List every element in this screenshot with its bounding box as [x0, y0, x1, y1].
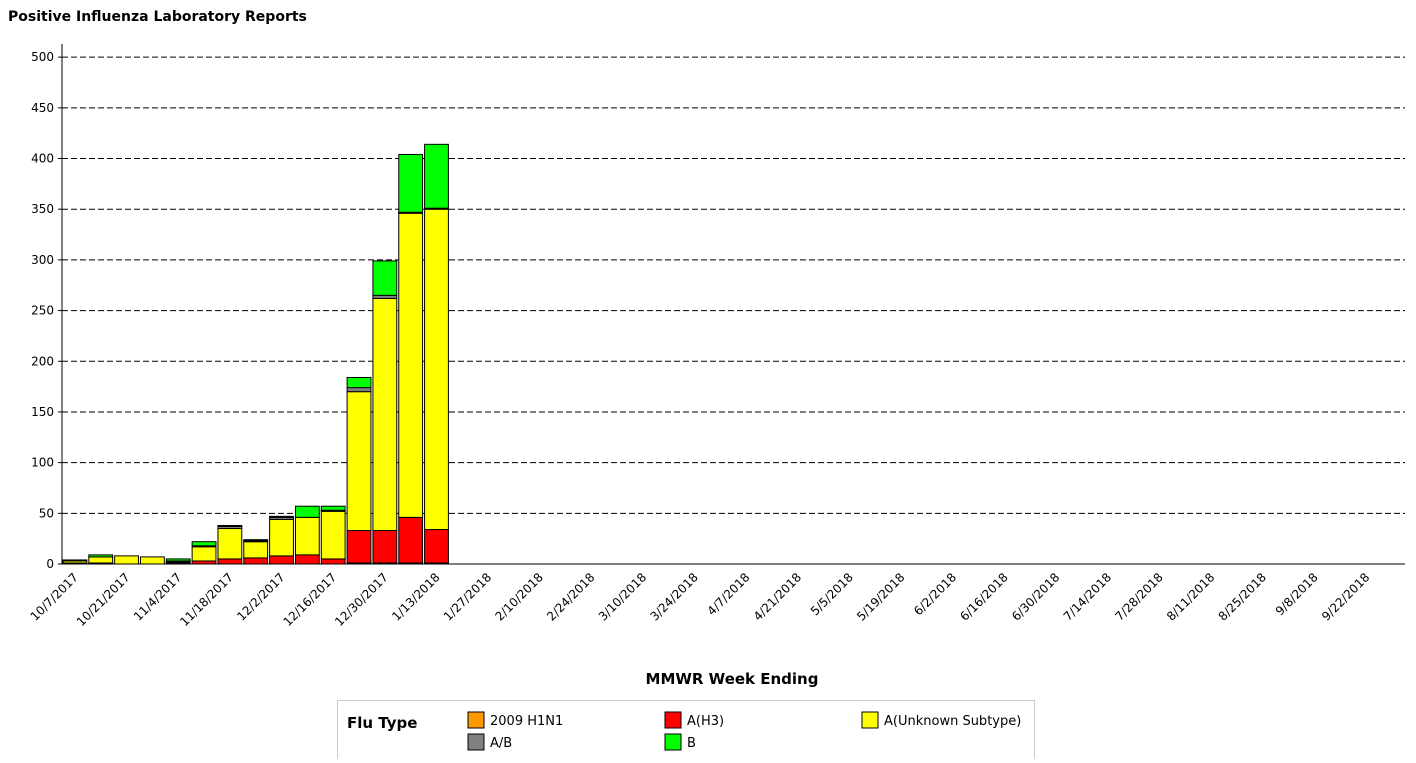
- x-tick-label: 8/11/2018: [1164, 570, 1217, 623]
- x-tick-label: 5/19/2018: [854, 570, 907, 623]
- bar-segment: [243, 557, 269, 565]
- bar-segment: [88, 556, 114, 564]
- legend-swatch: [664, 711, 682, 729]
- bar-segment: [191, 541, 217, 547]
- x-tick-label: 3/10/2018: [596, 570, 649, 623]
- bar-segment: [372, 297, 398, 532]
- y-tick-label: 300: [31, 253, 54, 267]
- x-tick-label: 9/22/2018: [1319, 570, 1372, 623]
- y-tick-label: 150: [31, 405, 54, 419]
- bar-segment: [346, 391, 372, 532]
- y-tick-label: 50: [39, 506, 54, 520]
- bar-segment: [217, 524, 243, 527]
- bar-segment: [191, 546, 217, 562]
- legend-label: A/B: [490, 736, 512, 751]
- chart-title: Positive Influenza Laboratory Reports: [8, 9, 307, 25]
- bar-segment: [398, 212, 424, 518]
- bar-segment: [372, 260, 398, 296]
- bar-segment: [217, 528, 243, 560]
- bar-segment: [62, 559, 88, 562]
- bar-segment: [114, 555, 139, 565]
- x-tick-label: 4/7/2018: [705, 570, 753, 618]
- x-tick-label: 1/27/2018: [441, 570, 494, 623]
- x-tick-label: 12/2/2017: [234, 570, 287, 623]
- x-tick-label: 7/14/2018: [1061, 570, 1114, 623]
- x-tick-label: 6/30/2018: [1009, 570, 1062, 623]
- legend-swatch: [467, 711, 485, 729]
- x-tick-label: 1/13/2018: [389, 570, 442, 623]
- x-tick-label: 7/28/2018: [1112, 570, 1165, 623]
- bar-segment: [88, 554, 114, 558]
- y-tick-label: 450: [31, 101, 54, 115]
- bar-segment: [269, 515, 294, 518]
- bar-segment: [346, 376, 372, 389]
- bar-segment: [346, 387, 372, 393]
- x-tick-label: 11/4/2017: [131, 570, 184, 623]
- legend-swatch: [664, 733, 682, 751]
- x-tick-label: 6/2/2018: [911, 570, 959, 618]
- legend-label: 2009 H1N1: [490, 714, 563, 729]
- y-tick-label: 250: [31, 304, 54, 318]
- bar-segment: [294, 516, 320, 556]
- bar-segment: [424, 143, 449, 209]
- legend-box: [337, 700, 1035, 763]
- legend-label: A(H3): [687, 714, 724, 729]
- x-tick-label: 6/16/2018: [957, 570, 1010, 623]
- x-tick-label: 12/16/2017: [280, 570, 339, 629]
- bar-segment: [398, 516, 424, 564]
- bar-segment: [294, 554, 320, 565]
- x-tick-label: 2/24/2018: [544, 570, 597, 623]
- bar-segment: [243, 541, 269, 559]
- x-axis-title: MMWR Week Ending: [646, 670, 819, 688]
- bar-segment: [243, 539, 269, 542]
- bar-segment: [294, 505, 320, 518]
- x-tick-label: 5/5/2018: [808, 570, 856, 618]
- bar-segment: [217, 558, 243, 565]
- y-tick-label: 400: [31, 152, 54, 166]
- x-tick-label: 3/24/2018: [647, 570, 700, 623]
- x-tick-label: 12/30/2017: [332, 570, 391, 629]
- y-tick-label: 350: [31, 202, 54, 216]
- bar-segment: [139, 556, 165, 565]
- x-tick-label: 2/10/2018: [493, 570, 546, 623]
- legend-label: B: [687, 736, 696, 751]
- x-tick-label: 10/21/2017: [74, 570, 133, 629]
- bar-segment: [320, 510, 346, 560]
- legend-swatch: [861, 711, 879, 729]
- bar-segment: [269, 518, 294, 557]
- bar-segment: [165, 558, 191, 562]
- y-tick-label: 200: [31, 354, 54, 368]
- y-tick-label: 0: [46, 557, 54, 571]
- legend-swatch: [467, 733, 485, 751]
- bar-segment: [346, 530, 372, 564]
- x-tick-label: 8/25/2018: [1216, 570, 1269, 623]
- bar-segment: [424, 529, 449, 564]
- bar-segment: [320, 558, 346, 565]
- x-tick-label: 4/21/2018: [751, 570, 804, 623]
- bar-segment: [269, 555, 294, 565]
- x-tick-label: 11/18/2017: [177, 570, 236, 629]
- y-tick-label: 500: [31, 50, 54, 64]
- bar-segment: [398, 153, 424, 213]
- legend-title: Flu Type: [347, 714, 417, 732]
- bar-segment: [424, 208, 449, 531]
- bar-segment: [320, 505, 346, 511]
- bar-segment: [372, 530, 398, 564]
- x-tick-label: 9/8/2018: [1273, 570, 1321, 618]
- y-tick-label: 100: [31, 456, 54, 470]
- legend-label: A(Unknown Subtype): [884, 714, 1021, 729]
- x-tick-label: 10/7/2017: [28, 570, 81, 623]
